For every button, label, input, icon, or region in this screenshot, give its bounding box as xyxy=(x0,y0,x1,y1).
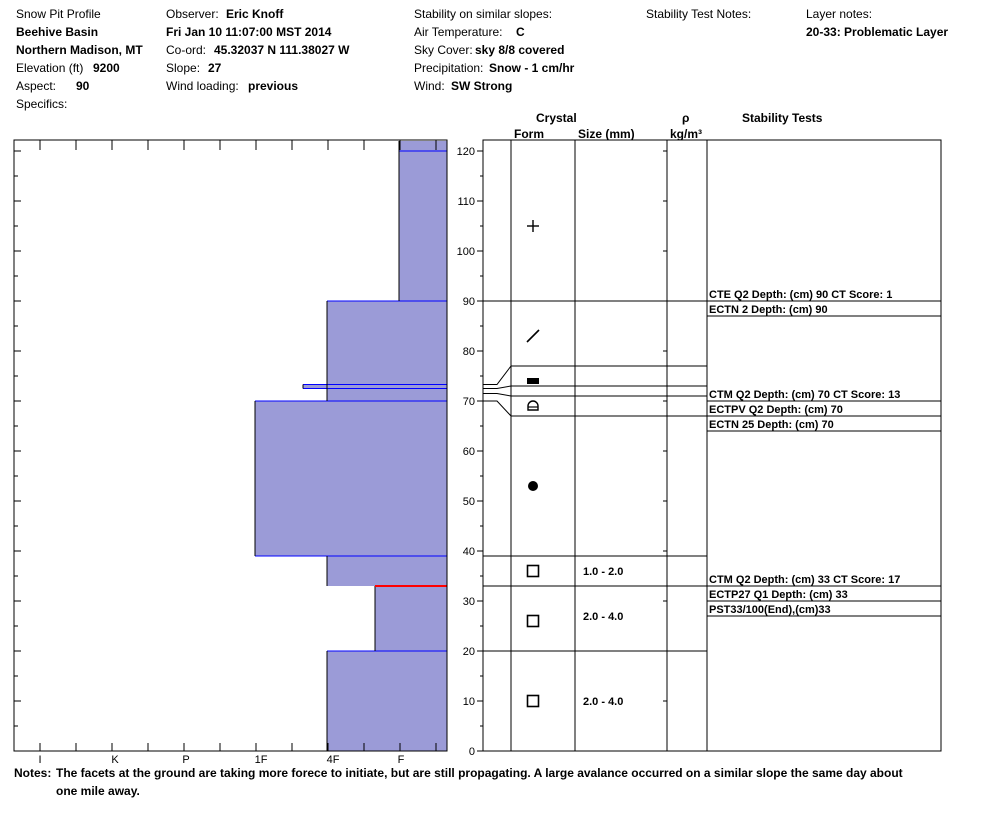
location-name: Beehive Basin xyxy=(16,25,99,39)
grain-filled-rect-icon-2 xyxy=(527,378,539,384)
hardness-layer-2 xyxy=(303,384,447,389)
y-axis-label-30: 30 xyxy=(463,596,475,608)
hardness-label-f: F xyxy=(398,754,405,766)
aspect-label: Aspect: xyxy=(16,79,57,93)
hardness-layer-6 xyxy=(327,651,447,751)
elevation-label: Elevation (ft) xyxy=(16,61,84,75)
notes-label: Notes: xyxy=(14,766,52,780)
y-axis-label-120: 120 xyxy=(457,146,475,158)
density-symbol: ρ xyxy=(682,111,690,125)
layer-connector-0 xyxy=(483,365,512,385)
wind-loading-value: previous xyxy=(248,79,299,93)
notes-text: The facets at the ground are taking more… xyxy=(56,766,903,798)
grain-size-0: 1.0 - 2.0 xyxy=(583,566,623,578)
y-axis-label-20: 20 xyxy=(463,646,475,658)
size-header: Size (mm) xyxy=(578,127,635,141)
y-axis-label-80: 80 xyxy=(463,346,475,358)
table-frame xyxy=(482,139,942,752)
stability-test-0-0: CTE Q2 Depth: (cm) 90 CT Score: 1 xyxy=(709,289,892,301)
density-unit: kg/m³ xyxy=(670,127,703,141)
air-temp-label: Air Temperature: xyxy=(414,25,503,39)
stability-test-2-2: PST33/100(End),(cm)33 xyxy=(709,604,831,616)
wind-loading-label: Wind loading: xyxy=(166,79,239,93)
y-axis-label-0: 0 xyxy=(469,746,475,758)
hardness-plot-frame xyxy=(13,139,448,752)
elevation-value: 9200 xyxy=(93,61,120,75)
grain-square-icon-5 xyxy=(526,564,540,578)
grain-filled-circle-icon-4 xyxy=(528,481,538,491)
coord-value: 45.32037 N 111.38027 W xyxy=(214,43,350,57)
hardness-layer-5 xyxy=(375,586,447,651)
observer-value: Eric Knoff xyxy=(226,7,284,21)
slope-value: 27 xyxy=(208,61,222,75)
y-axis-label-70: 70 xyxy=(463,396,475,408)
precip-value: Snow - 1 cm/hr xyxy=(489,61,575,75)
grain-square-icon-7 xyxy=(526,694,540,708)
hardness-label-i: I xyxy=(38,754,41,766)
layer-connector-2 xyxy=(483,393,512,397)
hardness-label-k: K xyxy=(111,754,119,766)
stability-test-2-1: ECTP27 Q1 Depth: (cm) 33 xyxy=(709,589,848,601)
stability-tests-header: Stability Tests xyxy=(742,111,823,125)
hardness-label-1f: 1F xyxy=(255,754,268,766)
layer-notes-label: Layer notes: xyxy=(806,7,873,21)
coord-label: Co-ord: xyxy=(166,43,207,57)
y-axis-label-110: 110 xyxy=(457,196,475,208)
y-axis-label-100: 100 xyxy=(457,246,475,258)
form-header: Form xyxy=(514,127,544,141)
layer-connector-1 xyxy=(483,385,512,389)
y-axis-label-40: 40 xyxy=(463,546,475,558)
grain-half-circle-icon-3 xyxy=(527,400,539,411)
sky-value: sky 8/8 covered xyxy=(475,43,565,57)
hardness-label-4f: 4F xyxy=(327,754,340,766)
grain-size-2: 2.0 - 4.0 xyxy=(583,696,623,708)
wind-label: Wind: xyxy=(414,79,445,93)
wind-value: SW Strong xyxy=(451,79,513,93)
notes-block: Notes: The facets at the ground are taki… xyxy=(14,764,934,798)
precip-label: Precipitation: xyxy=(414,61,484,75)
grain-size-1: 2.0 - 4.0 xyxy=(583,611,623,623)
observation-date: Fri Jan 10 11:07:00 MST 2014 xyxy=(166,25,332,39)
profile-title: Snow Pit Profile xyxy=(16,7,101,21)
y-axis-label-50: 50 xyxy=(463,496,475,508)
aspect-value: 90 xyxy=(76,79,90,93)
stability-label: Stability on similar slopes: xyxy=(414,7,553,21)
hardness-layer-3 xyxy=(255,401,447,556)
y-axis-label-60: 60 xyxy=(463,446,475,458)
layer-connector-3 xyxy=(483,400,512,417)
crystal-header: Crystal xyxy=(536,111,577,125)
hardness-layer-0 xyxy=(399,141,447,301)
stability-test-1-0: CTM Q2 Depth: (cm) 70 CT Score: 13 xyxy=(709,389,900,401)
test-notes-label: Stability Test Notes: xyxy=(646,7,752,21)
stability-test-1-1: ECTPV Q2 Depth: (cm) 70 xyxy=(709,404,843,416)
half-circle-shape xyxy=(527,400,539,411)
observer-label: Observer: xyxy=(166,7,219,21)
region-name: Northern Madison, MT xyxy=(16,43,143,57)
hardness-layer-4 xyxy=(327,556,447,586)
grain-plus-icon-0 xyxy=(527,220,539,232)
layer-notes-value: 20-33: Problematic Layer xyxy=(806,25,949,39)
stability-test-1-2: ECTN 25 Depth: (cm) 70 xyxy=(709,419,834,431)
hardness-label-p: P xyxy=(182,754,189,766)
grain-slash-icon-1 xyxy=(526,329,540,343)
stability-test-0-1: ECTN 2 Depth: (cm) 90 xyxy=(709,304,828,316)
grain-square-icon-6 xyxy=(526,614,540,628)
y-axis-label-90: 90 xyxy=(463,296,475,308)
air-temp-value: C xyxy=(516,25,525,39)
y-axis-label-10: 10 xyxy=(463,696,475,708)
slope-label: Slope: xyxy=(166,61,201,75)
stability-test-2-0: CTM Q2 Depth: (cm) 33 CT Score: 17 xyxy=(709,574,900,586)
sky-label: Sky Cover: xyxy=(414,43,473,57)
specifics-label: Specifics: xyxy=(16,97,68,111)
